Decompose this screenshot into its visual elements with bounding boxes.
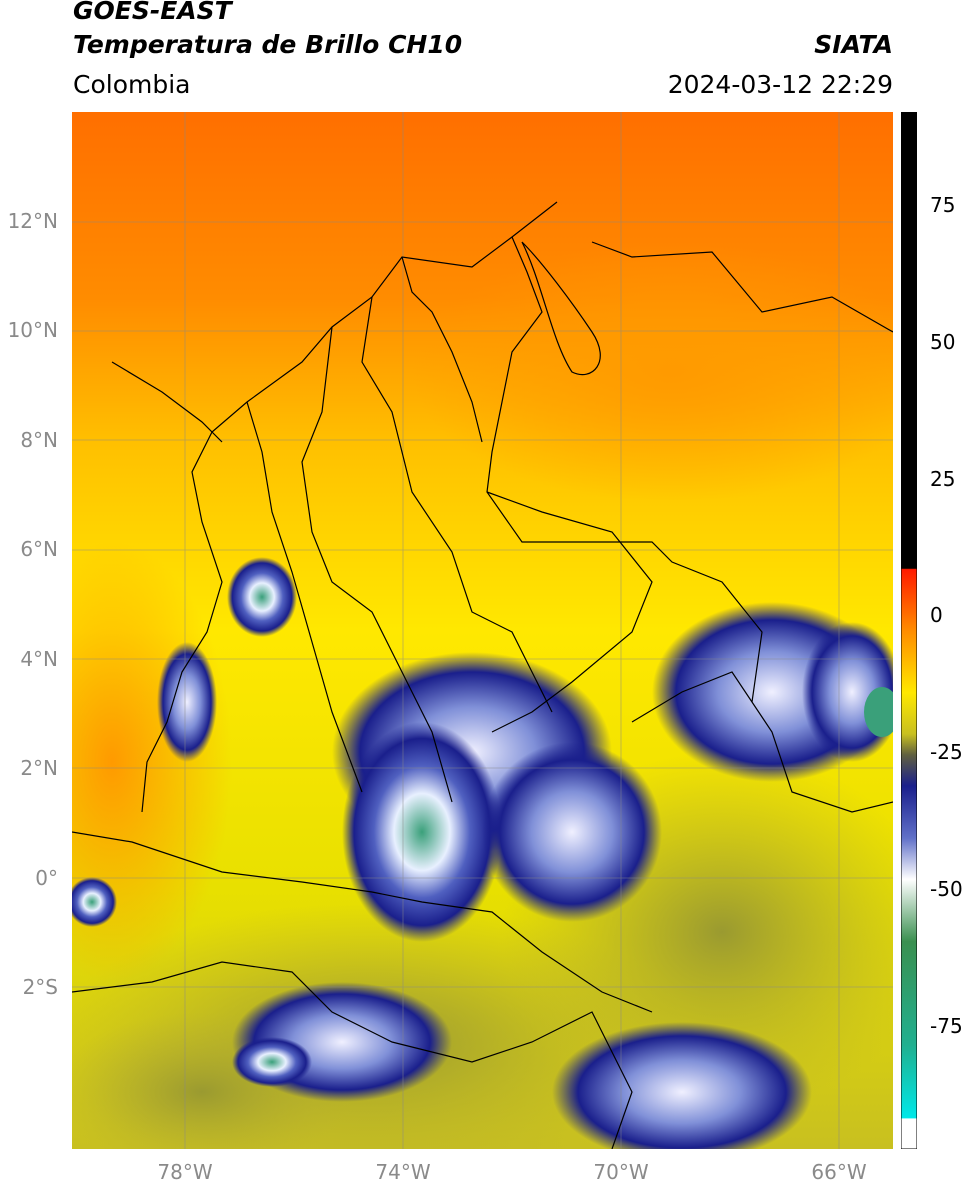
title-satellite: GOES-EAST xyxy=(73,0,232,25)
lon-label-74w: 74°W xyxy=(375,1160,431,1184)
lat-label-0: 0° xyxy=(35,866,58,890)
colorbar-label-75: 75 xyxy=(930,193,956,217)
organization-label: SIATA xyxy=(814,30,893,59)
colorbar-label-25: 25 xyxy=(930,467,956,491)
lat-label-12n: 12°N xyxy=(7,209,58,233)
lat-label-2n: 2°N xyxy=(20,756,58,780)
lon-label-66w: 66°W xyxy=(811,1160,867,1184)
lat-label-8n: 8°N xyxy=(20,428,58,452)
lat-label-10n: 10°N xyxy=(7,318,58,342)
timestamp-label: 2024-03-12 22:29 xyxy=(667,70,893,99)
brightness-temperature-map xyxy=(72,112,893,1149)
colorbar-label-0: 0 xyxy=(930,603,943,627)
colorbar-label-50: 50 xyxy=(930,330,956,354)
lat-label-4n: 4°N xyxy=(20,647,58,671)
temperature-colorbar xyxy=(901,112,917,1149)
lat-label-6n: 6°N xyxy=(20,537,58,561)
lon-label-70w: 70°W xyxy=(593,1160,649,1184)
colorbar-label-minus25: -25 xyxy=(930,740,963,764)
lon-label-78w: 78°W xyxy=(157,1160,213,1184)
colorbar-label-minus50: -50 xyxy=(930,877,963,901)
title-product: Temperatura de Brillo CH10 xyxy=(73,30,463,59)
region-label: Colombia xyxy=(73,70,191,99)
colorbar-label-minus75: -75 xyxy=(930,1014,963,1038)
lat-label-2s: 2°S xyxy=(22,975,58,999)
